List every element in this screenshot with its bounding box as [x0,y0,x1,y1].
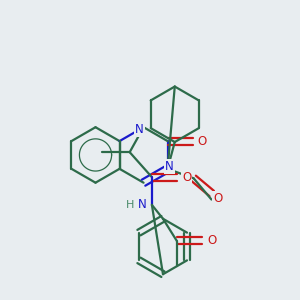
Text: O: O [182,171,191,184]
Text: N: N [165,160,174,173]
Text: N: N [135,123,144,136]
Text: N: N [138,198,146,212]
Text: O: O [207,234,216,248]
Text: O: O [213,192,222,205]
Text: O: O [198,135,207,148]
Text: H: H [126,200,134,210]
